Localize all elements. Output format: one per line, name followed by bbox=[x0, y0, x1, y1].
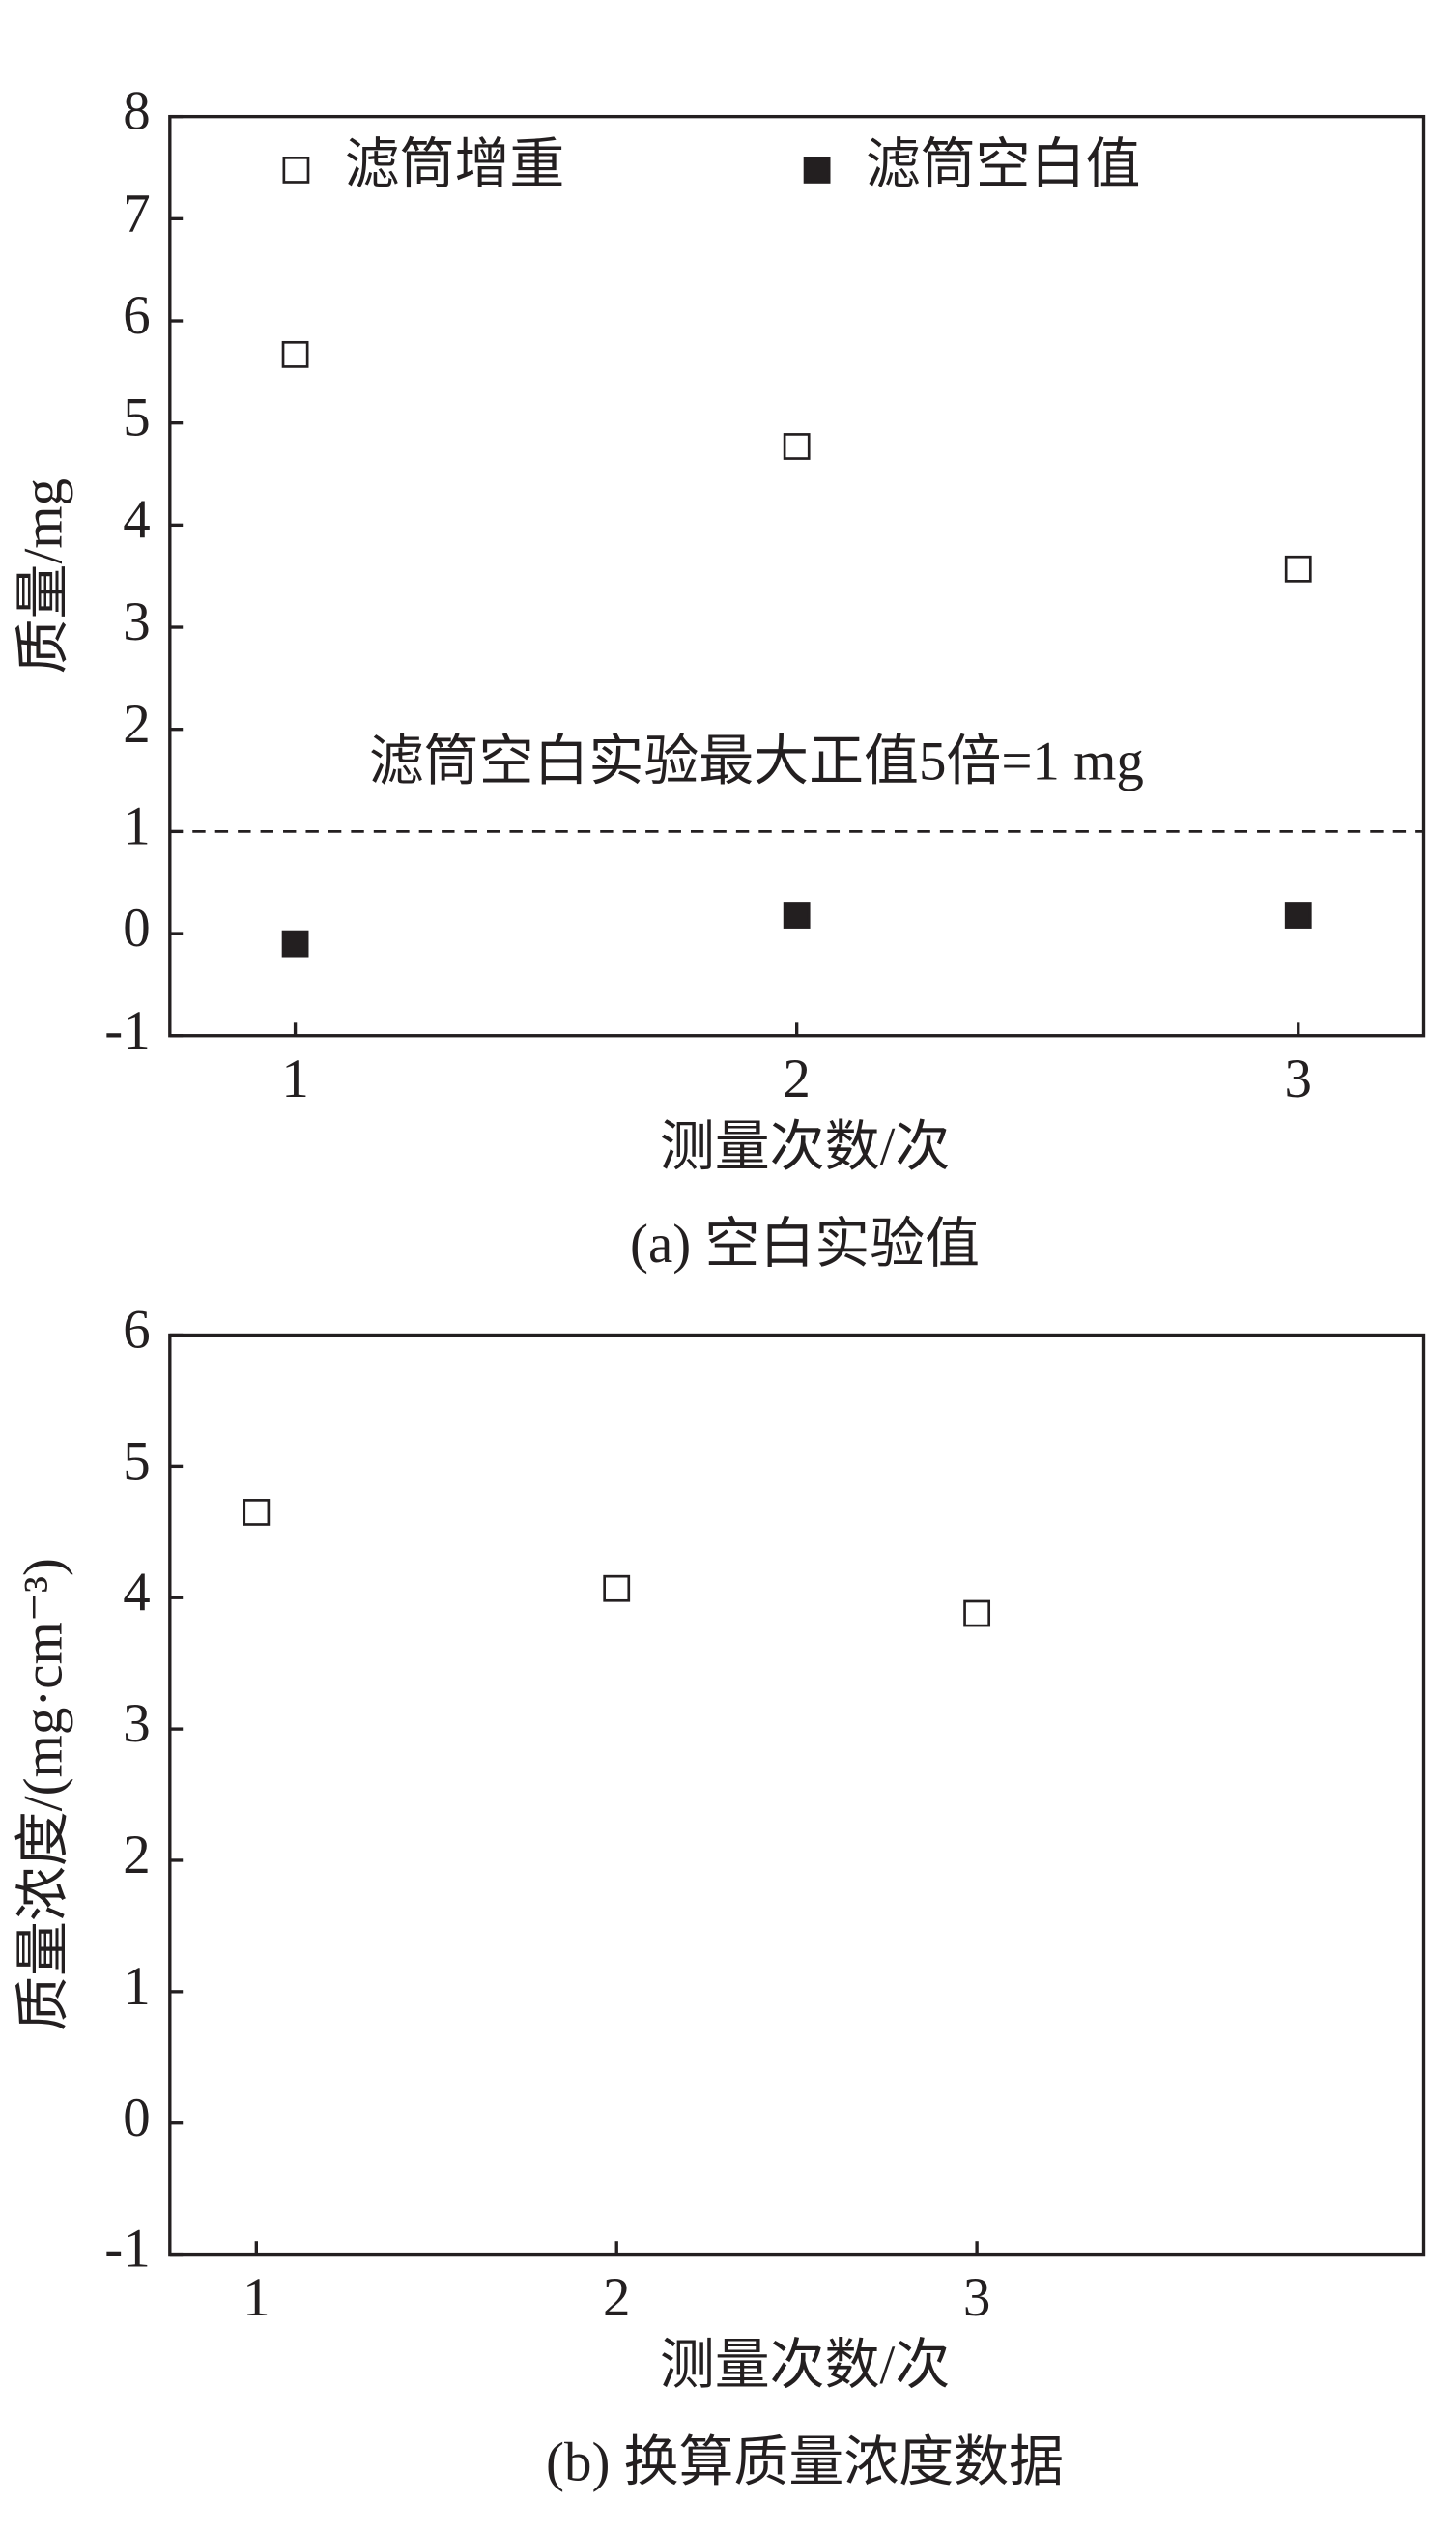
legend-label: 滤筒空白值 bbox=[866, 134, 1141, 195]
x-tick-label: 3 bbox=[1285, 1049, 1312, 1109]
caption: (a) 空白实验值 bbox=[630, 1214, 980, 1275]
x-tick-label: 3 bbox=[963, 2267, 990, 2328]
plot-frame bbox=[168, 114, 1426, 1038]
data-point bbox=[243, 1499, 271, 1526]
y-tick-label: 3 bbox=[123, 1693, 150, 1754]
y-tick-label: 0 bbox=[123, 2087, 150, 2148]
y-axis-label: 质量/mg bbox=[13, 478, 73, 674]
y-tick-label: 5 bbox=[123, 1430, 150, 1491]
y-tick-label: 4 bbox=[123, 489, 150, 550]
annotation: 滤筒空白实验最大正值5倍=1 mg bbox=[369, 731, 1144, 791]
x-tick-label: 2 bbox=[603, 2267, 630, 2328]
y-tick-label: 7 bbox=[123, 183, 150, 244]
y-tick-label: 2 bbox=[123, 694, 150, 755]
data-point bbox=[783, 902, 811, 929]
x-tick-label: 1 bbox=[281, 1049, 308, 1109]
x-tick-label: 1 bbox=[243, 2267, 270, 2328]
y-tick-label: 6 bbox=[123, 285, 150, 346]
data-point bbox=[1284, 555, 1312, 583]
y-tick-label: 6 bbox=[123, 1300, 150, 1361]
y-tick-label: 8 bbox=[123, 81, 150, 142]
data-point bbox=[1284, 902, 1312, 929]
y-tick-label: 1 bbox=[123, 795, 150, 856]
caption: (b) 换算质量浓度数据 bbox=[546, 2432, 1064, 2493]
y-tick-label: 0 bbox=[123, 898, 150, 959]
data-point bbox=[783, 433, 811, 460]
y-tick-label: -1 bbox=[104, 2219, 150, 2280]
y-tick-label: 2 bbox=[123, 1825, 150, 1885]
y-tick-label: 3 bbox=[123, 591, 150, 652]
y-tick-label: 4 bbox=[123, 1562, 150, 1623]
x-tick-label: 2 bbox=[783, 1049, 810, 1109]
plot-frame bbox=[168, 1333, 1426, 2257]
data-point bbox=[603, 1574, 631, 1602]
y-tick-label: 1 bbox=[123, 1956, 150, 2017]
x-axis-label: 测量次数/次 bbox=[660, 2335, 950, 2396]
y-tick-label: 5 bbox=[123, 388, 150, 448]
y-tick-label: -1 bbox=[104, 1000, 150, 1061]
legend-marker bbox=[282, 157, 310, 184]
data-point bbox=[281, 340, 309, 368]
x-axis-label: 测量次数/次 bbox=[660, 1116, 950, 1177]
data-point bbox=[963, 1599, 991, 1627]
legend-marker bbox=[803, 157, 831, 184]
legend-label: 滤筒增重 bbox=[345, 134, 565, 195]
y-axis-label: 质量浓度/(mg·cm⁻³) bbox=[13, 1558, 73, 2031]
data-point bbox=[281, 930, 309, 958]
